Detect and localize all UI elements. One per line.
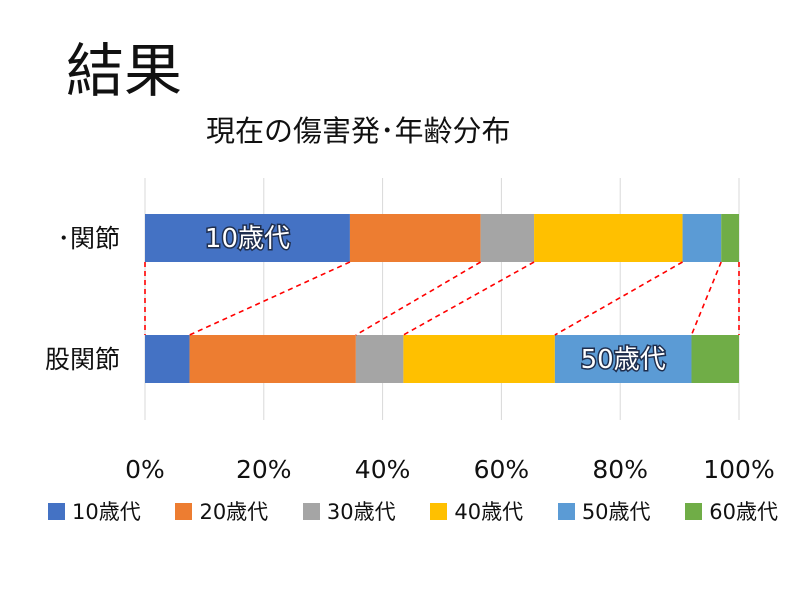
legend-swatch [302,502,320,520]
category-label: ･関節 [57,224,120,253]
x-tick-label: 20% [236,455,292,484]
bar-segment [480,214,535,262]
legend-item: 50歳代 [557,496,651,526]
connector-line [554,261,683,336]
bar-segment [534,214,683,262]
legend-label: 20歳代 [199,500,269,524]
legend-item: 60歳代 [685,496,778,526]
x-tick-label: 0% [125,455,165,484]
chart-title: 現在の傷害発･年齢分布 [206,114,511,148]
bar-annotation: 50歳代 [581,345,666,375]
legend-item: 20歳代 [175,496,268,526]
legend-swatch [430,502,448,520]
connector-line [402,261,535,336]
connector-line [189,261,351,336]
bar-segment [682,214,722,262]
bar-segment [721,214,739,262]
bar-segment [189,335,356,383]
legend-label: 40歳代 [454,500,524,524]
x-tick-label: 60% [474,455,530,484]
legend-item: 10歳代 [48,496,141,526]
legend-swatch [557,502,575,520]
legend-label: 60歳代 [709,500,778,524]
legend-swatch [48,502,65,520]
connector-line [690,261,722,336]
bar-segment [554,335,692,383]
x-tick-labels: 0% 20% 40% 60% 80% 100% [125,455,775,484]
legend-item: 30歳代 [302,496,396,526]
legend-label: 10歳代 [72,500,141,524]
bar-annotation: 10歳代 [205,224,290,254]
bar-segment [403,335,555,383]
x-tick-label: 40% [355,455,411,484]
legend-label: 50歳代 [581,500,651,524]
x-tick-label: 100% [703,455,774,484]
bars [145,214,739,383]
category-label: 股関節 [45,345,120,374]
bar-segment [145,214,350,262]
legend-label: 30歳代 [326,500,396,524]
bar-segment [349,214,481,262]
legend: 10歳代 20歳代 30歳代 40歳代 50歳代 60歳代 [48,496,778,526]
connector-line [355,261,482,336]
x-tick-label: 80% [592,455,648,484]
legend-swatch [175,502,193,520]
legend-item: 40歳代 [430,496,523,526]
bar-segment [691,335,739,383]
bar-segment [145,335,190,383]
legend-swatch [685,502,703,520]
bar-segment [355,335,404,383]
bar-annotations: 10歳代 50歳代 [203,223,667,377]
slide-title: 結果 [66,37,183,105]
connector-lines [144,261,740,336]
